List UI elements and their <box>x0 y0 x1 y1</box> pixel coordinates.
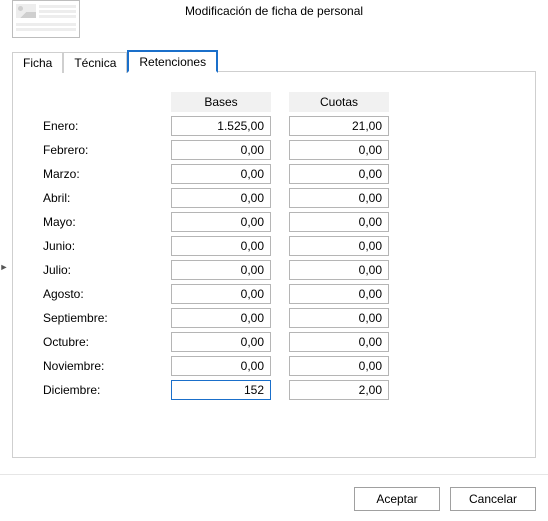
tab-técnica[interactable]: Técnica <box>63 52 127 73</box>
bases-input[interactable] <box>171 236 271 256</box>
cuotas-input[interactable] <box>289 260 389 280</box>
row-label: Julio: <box>43 261 153 279</box>
bases-input[interactable] <box>171 260 271 280</box>
row-label: Diciembre: <box>43 381 153 399</box>
retenciones-panel: Bases Cuotas Enero: Febrero: Marzo: Abril: May… <box>12 72 536 458</box>
cuotas-input[interactable] <box>289 332 389 352</box>
bases-input[interactable] <box>171 380 271 400</box>
tab-label: Técnica <box>74 56 116 70</box>
window-title: Modificación de ficha de personal <box>0 4 548 18</box>
row-label: Enero: <box>43 117 153 135</box>
cuotas-input[interactable] <box>289 212 389 232</box>
cuotas-input[interactable] <box>289 236 389 256</box>
tab-ficha[interactable]: Ficha <box>12 52 63 73</box>
row-label: Noviembre: <box>43 357 153 375</box>
window-header: Modificación de ficha de personal <box>0 0 548 48</box>
bases-input[interactable] <box>171 188 271 208</box>
row-label: Mayo: <box>43 213 153 231</box>
cuotas-input[interactable] <box>289 284 389 304</box>
bases-input[interactable] <box>171 332 271 352</box>
bases-input[interactable] <box>171 116 271 136</box>
bases-input[interactable] <box>171 308 271 328</box>
column-header-bases: Bases <box>171 92 271 112</box>
column-header-cuotas: Cuotas <box>289 92 389 112</box>
row-label: Abril: <box>43 189 153 207</box>
row-label: Septiembre: <box>43 309 153 327</box>
cuotas-input[interactable] <box>289 188 389 208</box>
tab-strip: Ficha Técnica Retenciones <box>0 48 548 72</box>
cuotas-input[interactable] <box>289 380 389 400</box>
retenciones-grid: Bases Cuotas Enero: Febrero: Marzo: Abril: May… <box>43 92 515 400</box>
cuotas-input[interactable] <box>289 308 389 328</box>
cuotas-input[interactable] <box>289 140 389 160</box>
row-label: Marzo: <box>43 165 153 183</box>
cuotas-input[interactable] <box>289 116 389 136</box>
bases-input[interactable] <box>171 356 271 376</box>
cancel-button[interactable]: Cancelar <box>450 487 536 511</box>
cuotas-input[interactable] <box>289 164 389 184</box>
row-label: Febrero: <box>43 141 153 159</box>
bases-input[interactable] <box>171 164 271 184</box>
bases-input[interactable] <box>171 212 271 232</box>
row-label: Junio: <box>43 237 153 255</box>
bases-input[interactable] <box>171 140 271 160</box>
tab-label: Ficha <box>23 56 52 70</box>
dialog-button-bar: Aceptar Cancelar <box>354 487 536 511</box>
tab-retenciones[interactable]: Retenciones <box>127 50 218 73</box>
row-label: Octubre: <box>43 333 153 351</box>
separator <box>0 474 548 475</box>
tab-label: Retenciones <box>139 55 206 69</box>
cuotas-input[interactable] <box>289 356 389 376</box>
bases-input[interactable] <box>171 284 271 304</box>
row-label: Agosto: <box>43 285 153 303</box>
expand-handle-icon[interactable]: ► <box>0 260 8 274</box>
accept-button[interactable]: Aceptar <box>354 487 440 511</box>
